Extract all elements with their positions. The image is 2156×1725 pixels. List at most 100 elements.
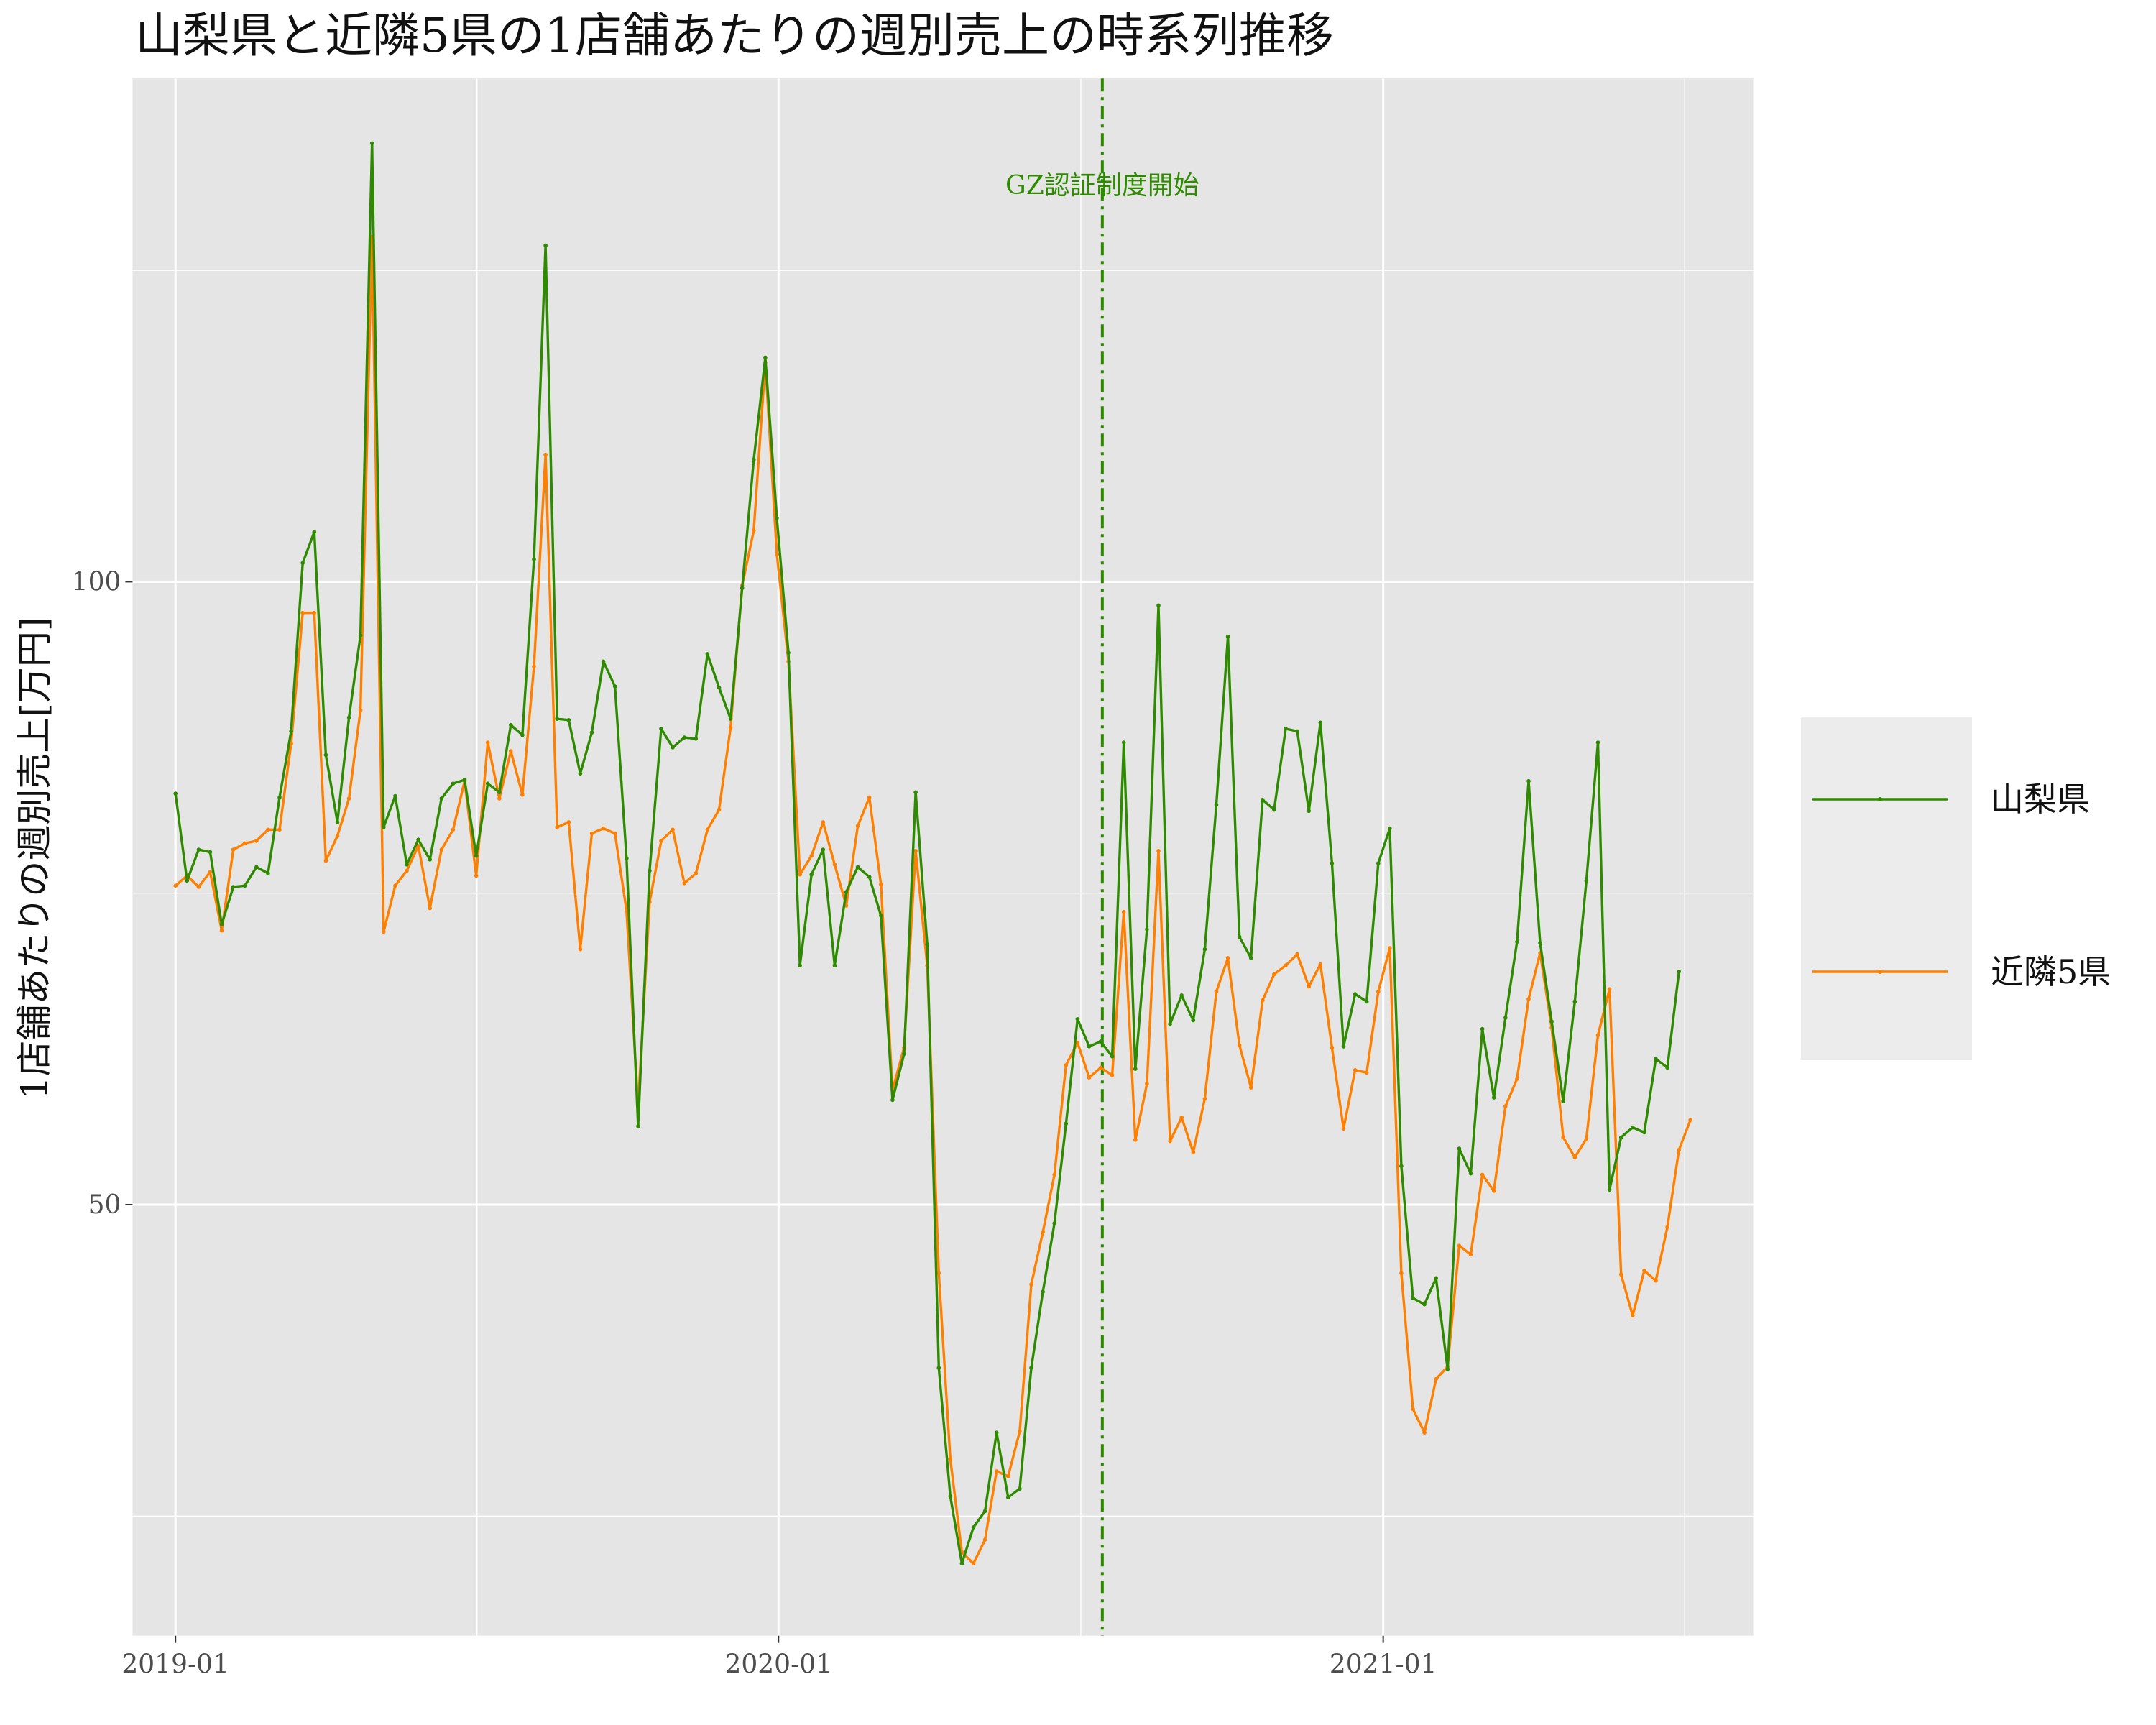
data-point <box>485 740 490 745</box>
data-point <box>1607 1187 1612 1192</box>
data-point <box>867 875 872 879</box>
data-point <box>948 1494 953 1499</box>
data-point <box>312 530 317 534</box>
data-point <box>428 857 432 862</box>
data-point <box>1376 861 1381 865</box>
data-point <box>1388 946 1392 950</box>
data-point <box>428 906 432 911</box>
data-point <box>1121 740 1126 745</box>
data-point <box>439 796 444 801</box>
data-point <box>648 868 652 873</box>
data-point <box>1480 1172 1485 1177</box>
data-point <box>520 732 525 737</box>
data-point <box>300 610 305 615</box>
data-point <box>1307 984 1311 989</box>
data-point <box>694 871 699 875</box>
data-point <box>1029 1366 1033 1370</box>
data-point <box>659 839 663 843</box>
data-point <box>173 791 178 796</box>
data-point <box>1168 1021 1172 1026</box>
y-tick-label: 100 <box>72 567 121 597</box>
data-point <box>1618 1135 1623 1140</box>
data-point <box>509 749 513 753</box>
data-point <box>1248 956 1253 960</box>
data-point <box>231 847 236 852</box>
data-point <box>462 778 467 782</box>
data-point <box>474 853 479 858</box>
data-point <box>612 684 617 689</box>
data-point <box>416 844 420 848</box>
data-point <box>242 883 247 888</box>
data-point <box>625 856 629 860</box>
data-point <box>393 794 397 799</box>
data-point <box>1098 1039 1103 1044</box>
data-point <box>1029 1282 1033 1287</box>
data-point <box>242 841 247 846</box>
data-point <box>936 1271 941 1276</box>
data-point <box>1561 1135 1565 1140</box>
data-point <box>948 1456 953 1461</box>
data-point <box>1503 1016 1508 1020</box>
chart-title: 山梨県と近隣5県の1店舗あたりの週別売上の時系列推移 <box>135 8 1334 63</box>
data-point <box>1295 952 1299 957</box>
data-point <box>323 753 328 758</box>
data-point <box>1225 956 1230 960</box>
data-point <box>1399 1164 1404 1169</box>
data-point <box>1572 1155 1577 1159</box>
data-point <box>1445 1367 1450 1371</box>
data-point <box>694 737 699 741</box>
data-point <box>1145 927 1149 932</box>
data-point <box>1248 1085 1253 1090</box>
data-point <box>1330 861 1335 865</box>
data-point <box>1330 1045 1335 1050</box>
data-point <box>1457 1243 1462 1248</box>
data-point <box>1052 1172 1056 1177</box>
data-point <box>1261 797 1265 802</box>
data-point <box>1121 909 1126 914</box>
data-point <box>1654 1057 1658 1061</box>
data-point <box>520 793 525 797</box>
y-tick-label: 50 <box>88 1190 121 1220</box>
data-point <box>1411 1407 1415 1412</box>
data-point <box>1202 1096 1207 1101</box>
data-point <box>1491 1095 1496 1100</box>
data-point <box>752 528 756 533</box>
data-point <box>1214 989 1219 994</box>
data-point <box>1618 1272 1623 1276</box>
data-point <box>1179 1115 1184 1120</box>
data-point <box>1052 1221 1056 1225</box>
data-point <box>671 745 675 750</box>
data-point <box>1041 1230 1045 1234</box>
data-point <box>1422 1302 1427 1307</box>
data-point <box>543 452 548 457</box>
data-point <box>855 824 860 828</box>
data-point <box>1018 1429 1022 1434</box>
data-point <box>601 826 606 831</box>
data-point <box>393 883 397 888</box>
data-point <box>1179 993 1184 998</box>
data-point <box>254 865 259 870</box>
data-point <box>219 928 224 933</box>
data-point <box>405 862 409 867</box>
data-point <box>382 825 386 829</box>
data-point <box>1434 1276 1438 1281</box>
data-point <box>1133 1138 1138 1142</box>
data-point <box>1631 1125 1635 1130</box>
data-point <box>902 1052 906 1057</box>
data-point <box>1411 1296 1415 1300</box>
data-point <box>1214 802 1219 807</box>
data-point <box>728 725 733 730</box>
data-point <box>671 827 675 832</box>
data-point <box>1388 826 1392 831</box>
data-point <box>1595 1033 1600 1038</box>
data-point <box>982 1509 987 1514</box>
x-tick-label: 2020-01 <box>724 1650 832 1680</box>
data-point <box>1515 939 1519 944</box>
y-axis-label: 1店舗あたりの週別売上[万円] <box>14 617 55 1100</box>
data-point <box>1272 972 1276 977</box>
data-point <box>1261 998 1265 1003</box>
data-point <box>728 717 733 721</box>
data-point <box>1584 878 1589 883</box>
data-point <box>277 827 282 832</box>
data-point <box>196 847 201 852</box>
